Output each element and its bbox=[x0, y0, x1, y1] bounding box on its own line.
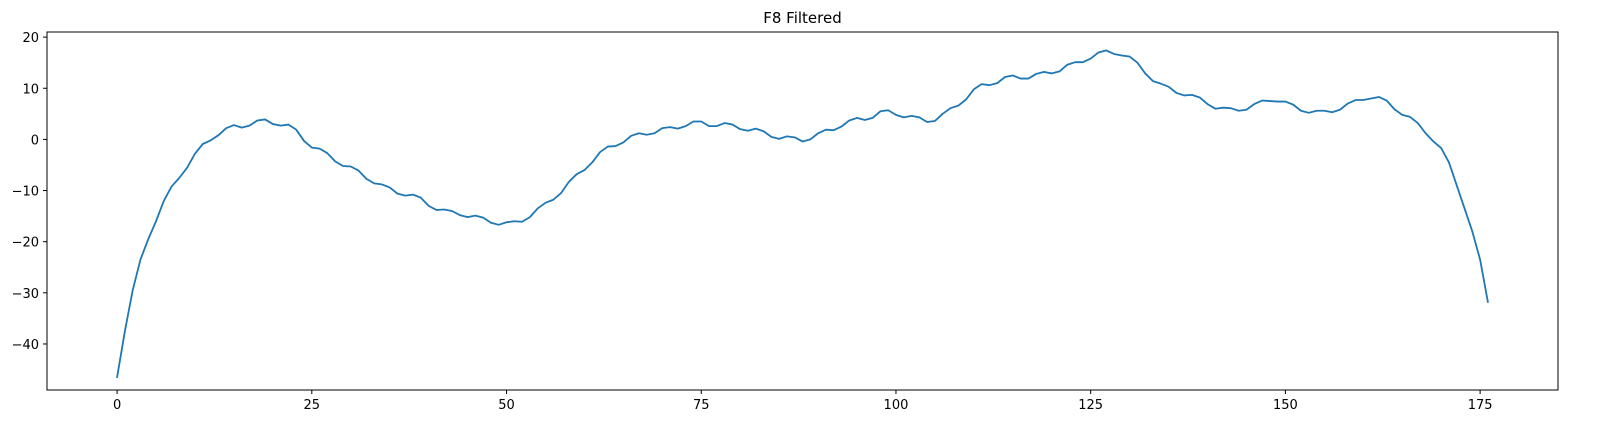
y-tick-label: −30 bbox=[12, 287, 39, 302]
y-tick-label: 0 bbox=[31, 133, 39, 148]
x-tick-label: 0 bbox=[113, 398, 121, 413]
series-line bbox=[116, 49, 1489, 379]
x-axis: 0 25 50 75 100 125 150 175 bbox=[113, 390, 1493, 413]
y-tick-label: 20 bbox=[22, 31, 39, 46]
x-tick-label: 150 bbox=[1273, 398, 1298, 413]
chart-title: F8 Filtered bbox=[763, 9, 842, 27]
x-tick-label: 25 bbox=[304, 398, 321, 413]
x-tick-label: 125 bbox=[1078, 398, 1103, 413]
y-tick-label: −20 bbox=[12, 236, 39, 251]
y-axis: −40 −30 −20 −10 0 10 20 bbox=[12, 31, 47, 353]
y-tick-label: −40 bbox=[12, 338, 39, 353]
x-tick-label: 175 bbox=[1468, 398, 1493, 413]
y-tick-label: 10 bbox=[22, 82, 39, 97]
plot-frame bbox=[46, 31, 1559, 391]
x-tick-label: 100 bbox=[884, 398, 909, 413]
x-tick-label: 50 bbox=[498, 398, 515, 413]
y-tick-label: −10 bbox=[12, 185, 39, 200]
x-tick-label: 75 bbox=[693, 398, 710, 413]
